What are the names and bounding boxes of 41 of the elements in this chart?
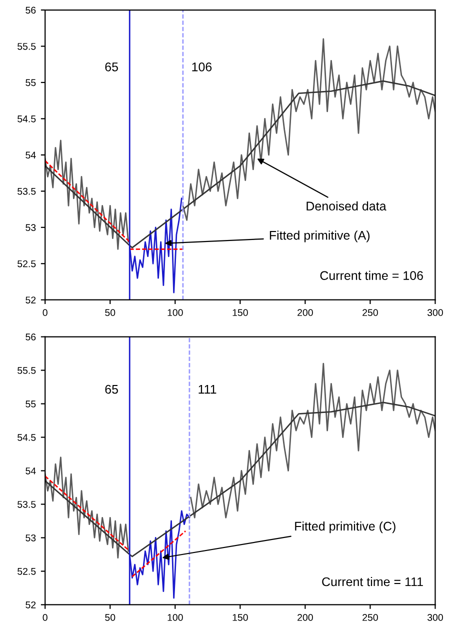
- y-tick-label: 55.5: [18, 43, 36, 50]
- x-tick-label: 0: [42, 614, 48, 621]
- y-tick-label: 52: [26, 601, 36, 608]
- y-tick-label: 53: [26, 224, 36, 232]
- annotation: Fitted primitive (A): [270, 230, 370, 242]
- x-tick-label: 50: [105, 614, 116, 621]
- x-tick-label: 250: [362, 614, 378, 621]
- y-tick-label: 54: [26, 468, 36, 474]
- y-tick-label: 54.5: [18, 116, 36, 122]
- y-tick-label: 53.5: [18, 188, 36, 195]
- x-tick-label: 0: [42, 309, 48, 316]
- x-tick-label: 100: [168, 614, 183, 621]
- y-tick-label: 53.5: [18, 500, 36, 508]
- x-tick-label: 200: [298, 309, 313, 316]
- x-tick-label: 150: [232, 309, 248, 316]
- y-tick-label: 54.5: [18, 434, 36, 441]
- x-tick-label: 300: [427, 614, 443, 621]
- y-tick-label: 52.5: [18, 260, 36, 268]
- y-tick-label: 55: [26, 400, 36, 408]
- annotation: Current time = 111: [322, 576, 423, 586]
- x-tick-label: 100: [168, 309, 183, 316]
- y-tick-label: 52.5: [18, 568, 36, 575]
- x-tick-label: 300: [427, 309, 443, 316]
- ref-line-label: 65: [105, 62, 118, 72]
- y-tick-label: 56: [26, 6, 36, 14]
- x-tick-label: 200: [298, 614, 313, 621]
- x-tick-label: 50: [105, 309, 116, 316]
- annotation: Current time = 106: [320, 270, 423, 280]
- x-tick-label: 250: [362, 309, 378, 316]
- annotation: Denoised data: [306, 201, 386, 211]
- y-tick-label: 53: [26, 534, 36, 542]
- y-tick-label: 56: [26, 334, 36, 340]
- x-tick-label: 150: [232, 614, 248, 621]
- annotation: Fitted primitive (C): [295, 521, 396, 534]
- y-tick-label: 55: [26, 79, 36, 86]
- y-tick-label: 54: [26, 152, 36, 159]
- y-tick-label: 52: [26, 296, 36, 304]
- ref-line-label: 65: [105, 384, 118, 394]
- y-tick-label: 55.5: [18, 367, 36, 374]
- ref-line-label: 111: [198, 385, 216, 394]
- ref-line-label: 106: [192, 62, 212, 72]
